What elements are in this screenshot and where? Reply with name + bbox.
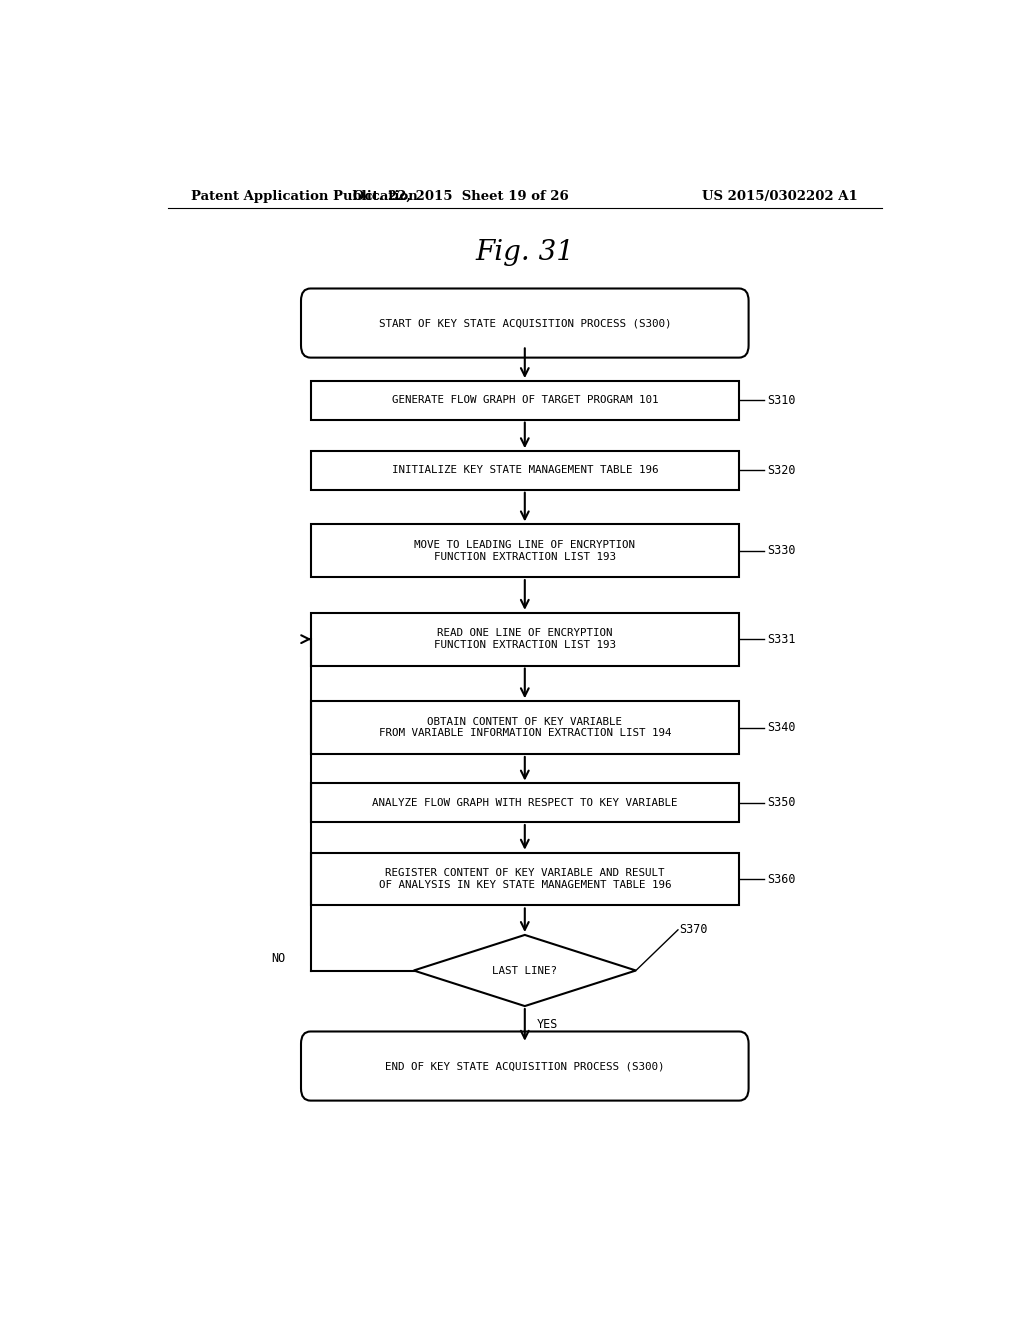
Text: REGISTER CONTENT OF KEY VARIABLE AND RESULT
OF ANALYSIS IN KEY STATE MANAGEMENT : REGISTER CONTENT OF KEY VARIABLE AND RES…: [379, 869, 671, 890]
Bar: [310, 853, 739, 906]
Text: LAST LINE?: LAST LINE?: [493, 965, 557, 975]
Text: READ ONE LINE OF ENCRYPTION
FUNCTION EXTRACTION LIST 193: READ ONE LINE OF ENCRYPTION FUNCTION EXT…: [434, 628, 615, 649]
Bar: [310, 701, 739, 754]
Bar: [310, 524, 739, 577]
Text: S360: S360: [768, 873, 796, 886]
Text: MOVE TO LEADING LINE OF ENCRYPTION
FUNCTION EXTRACTION LIST 193: MOVE TO LEADING LINE OF ENCRYPTION FUNCT…: [415, 540, 635, 561]
Text: S331: S331: [768, 632, 796, 645]
FancyBboxPatch shape: [301, 289, 749, 358]
Text: Oct. 22, 2015  Sheet 19 of 26: Oct. 22, 2015 Sheet 19 of 26: [353, 190, 569, 202]
Text: INITIALIZE KEY STATE MANAGEMENT TABLE 196: INITIALIZE KEY STATE MANAGEMENT TABLE 19…: [391, 466, 658, 475]
Text: S320: S320: [768, 463, 796, 477]
Text: S340: S340: [768, 721, 796, 734]
Text: GENERATE FLOW GRAPH OF TARGET PROGRAM 101: GENERATE FLOW GRAPH OF TARGET PROGRAM 10…: [391, 395, 658, 405]
Text: ANALYZE FLOW GRAPH WITH RESPECT TO KEY VARIABLE: ANALYZE FLOW GRAPH WITH RESPECT TO KEY V…: [372, 797, 678, 808]
Text: END OF KEY STATE ACQUISITION PROCESS (S300): END OF KEY STATE ACQUISITION PROCESS (S3…: [385, 1061, 665, 1071]
Text: Patent Application Publication: Patent Application Publication: [191, 190, 418, 202]
Bar: [310, 612, 739, 665]
Bar: [310, 451, 739, 490]
Bar: [310, 784, 739, 822]
Text: S370: S370: [680, 924, 708, 936]
Polygon shape: [414, 935, 636, 1006]
Bar: [310, 381, 739, 420]
Text: Fig. 31: Fig. 31: [475, 239, 574, 267]
Text: START OF KEY STATE ACQUISITION PROCESS (S300): START OF KEY STATE ACQUISITION PROCESS (…: [379, 318, 671, 329]
Text: S330: S330: [768, 544, 796, 557]
Text: YES: YES: [537, 1019, 558, 1031]
Text: S350: S350: [768, 796, 796, 809]
FancyBboxPatch shape: [301, 1031, 749, 1101]
Text: NO: NO: [271, 952, 286, 965]
Text: OBTAIN CONTENT OF KEY VARIABLE
FROM VARIABLE INFORMATION EXTRACTION LIST 194: OBTAIN CONTENT OF KEY VARIABLE FROM VARI…: [379, 717, 671, 738]
Text: US 2015/0302202 A1: US 2015/0302202 A1: [702, 190, 858, 202]
Text: S310: S310: [768, 393, 796, 407]
